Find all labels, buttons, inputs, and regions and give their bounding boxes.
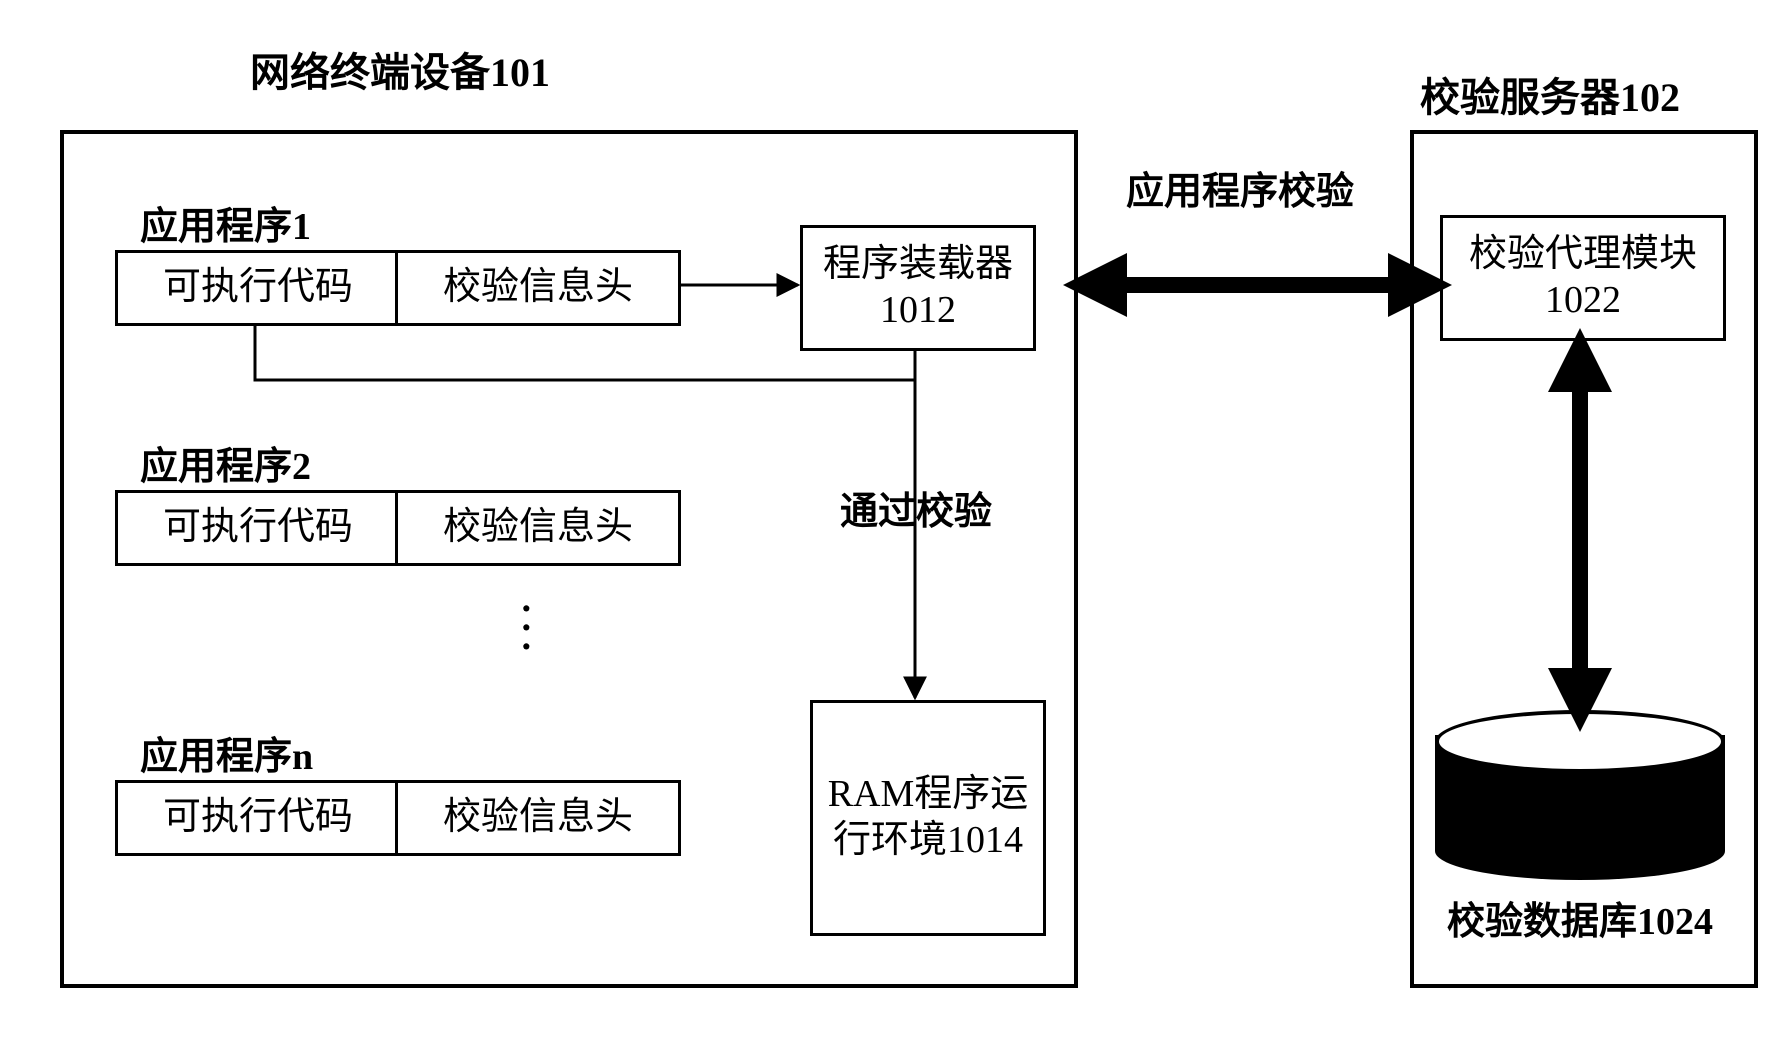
link-label: 应用程序校验: [1150, 170, 1330, 216]
diagram-canvas: 网络终端设备101 校验服务器102 应用程序1 可执行代码 校验信息头 应用程…: [20, 20, 1767, 1036]
pass-label: 通过校验: [840, 480, 992, 535]
app2-label: 应用程序2: [140, 435, 311, 490]
server-title: 校验服务器102: [1420, 65, 1680, 123]
agent-box: 校验代理模块1022: [1440, 215, 1726, 341]
database-icon: [1435, 710, 1725, 880]
ram-box: RAM程序运行环境1014: [810, 700, 1046, 936]
app2-exec: 可执行代码: [115, 490, 401, 566]
terminal-title: 网络终端设备101: [250, 40, 550, 98]
app1-label: 应用程序1: [140, 195, 311, 250]
appn-exec: 可执行代码: [115, 780, 401, 856]
loader-box: 程序装载器1012: [800, 225, 1036, 351]
database-label: 校验数据库1024: [1450, 900, 1710, 946]
appn-header: 校验信息头: [395, 780, 681, 856]
app1-header: 校验信息头: [395, 250, 681, 326]
app2-header: 校验信息头: [395, 490, 681, 566]
app1-exec: 可执行代码: [115, 250, 401, 326]
ellipsis: ···: [520, 600, 535, 657]
appn-label: 应用程序n: [140, 725, 313, 780]
